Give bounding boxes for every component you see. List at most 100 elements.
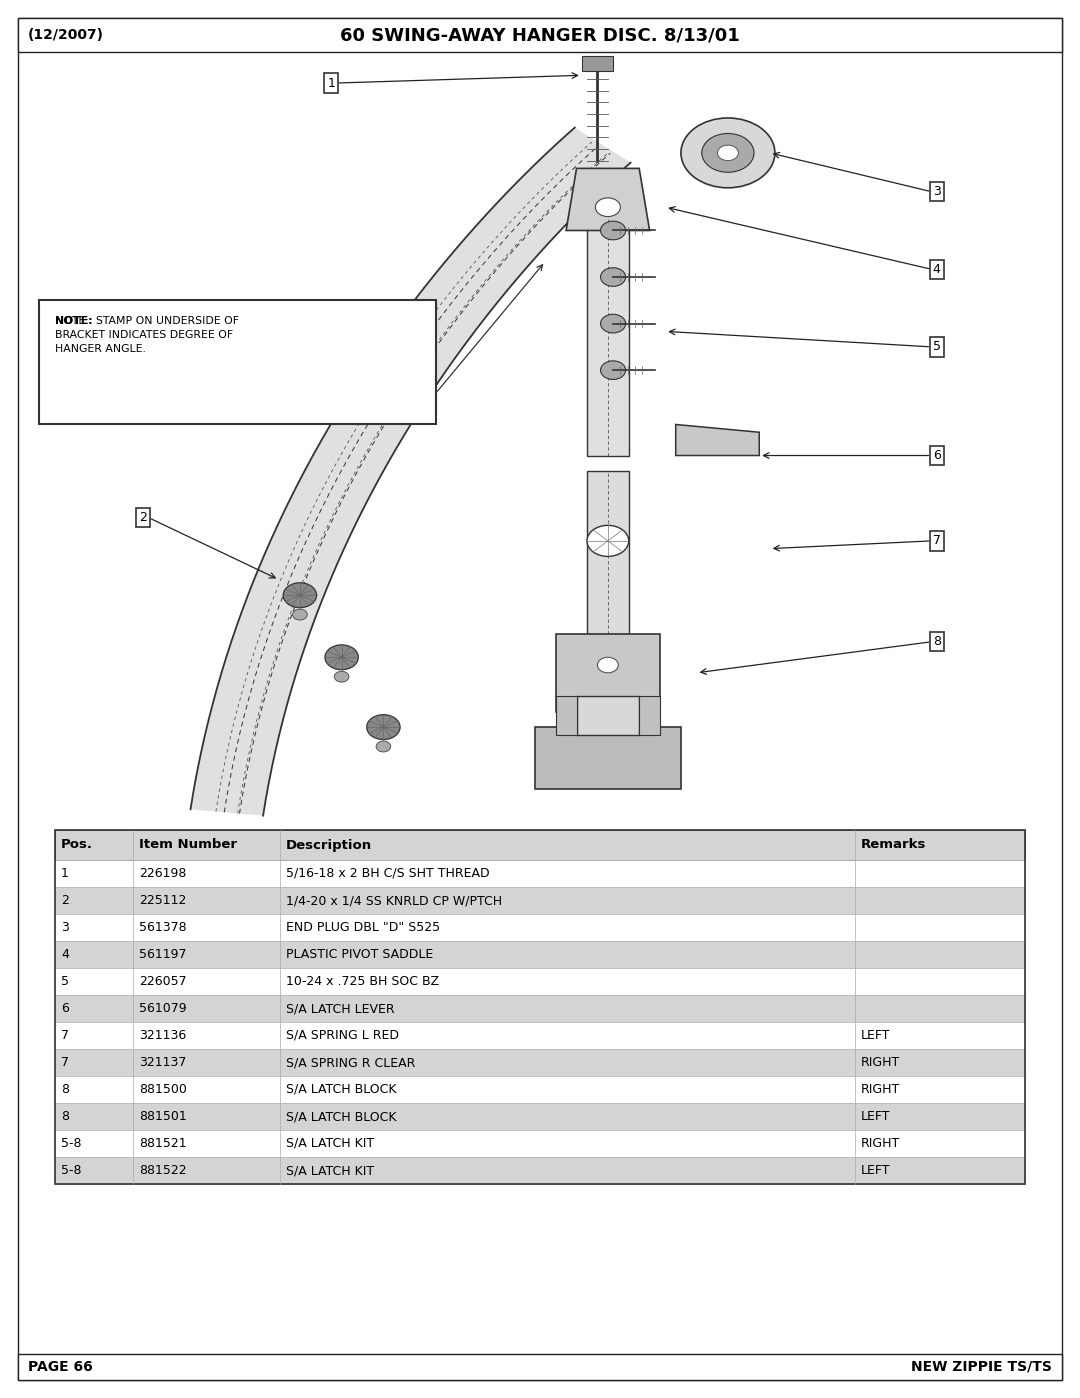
Bar bbox=[55, 914, 1025, 941]
Text: PLASTIC PIVOT SADDLE: PLASTIC PIVOT SADDLE bbox=[286, 948, 433, 960]
Text: S/A LATCH KIT: S/A LATCH KIT bbox=[286, 1165, 374, 1177]
Text: 60 SWING-AWAY HANGER DISC. 8/13/01: 60 SWING-AWAY HANGER DISC. 8/13/01 bbox=[340, 27, 740, 43]
Bar bbox=[555, 635, 660, 712]
Text: 226057: 226057 bbox=[139, 974, 187, 988]
Text: RIGHT: RIGHT bbox=[861, 1083, 901, 1096]
Text: 2: 2 bbox=[139, 512, 147, 524]
Text: NOTE:  STAMP ON UNDERSIDE OF
BRACKET INDICATES DEGREE OF
HANGER ANGLE.: NOTE: STAMP ON UNDERSIDE OF BRACKET INDI… bbox=[54, 316, 239, 354]
Text: PAGE 66: PAGE 66 bbox=[28, 1360, 93, 1374]
Text: 5-8: 5-8 bbox=[60, 1137, 81, 1151]
Bar bbox=[588, 207, 629, 456]
Polygon shape bbox=[566, 168, 650, 231]
Text: 561197: 561197 bbox=[139, 948, 187, 960]
Bar bbox=[577, 696, 639, 735]
Text: NOTE:: NOTE: bbox=[54, 316, 92, 326]
Circle shape bbox=[376, 741, 391, 752]
Text: 5: 5 bbox=[60, 974, 69, 988]
Text: 1/4-20 x 1/4 SS KNRLD CP W/PTCH: 1/4-20 x 1/4 SS KNRLD CP W/PTCH bbox=[286, 893, 502, 907]
Circle shape bbox=[283, 583, 316, 608]
Text: Item Number: Item Number bbox=[139, 839, 237, 851]
Text: LEFT: LEFT bbox=[861, 1029, 891, 1042]
Text: 8: 8 bbox=[60, 1110, 69, 1123]
Bar bbox=[55, 830, 1025, 860]
Text: RIGHT: RIGHT bbox=[861, 1055, 901, 1069]
Circle shape bbox=[325, 644, 359, 670]
Bar bbox=[55, 830, 1025, 1184]
Bar bbox=[55, 1048, 1025, 1076]
Text: 881500: 881500 bbox=[139, 1083, 187, 1096]
Text: 6: 6 bbox=[933, 449, 941, 461]
Text: 321136: 321136 bbox=[139, 1029, 186, 1042]
Bar bbox=[55, 1076, 1025, 1103]
Bar bbox=[55, 967, 1025, 995]
Text: 561079: 561079 bbox=[139, 1002, 187, 1015]
Bar bbox=[55, 1130, 1025, 1158]
Polygon shape bbox=[676, 425, 759, 456]
Bar bbox=[55, 995, 1025, 1022]
Text: LEFT: LEFT bbox=[861, 1110, 891, 1123]
Circle shape bbox=[600, 315, 625, 333]
Text: 4: 4 bbox=[933, 263, 941, 275]
Bar bbox=[55, 941, 1025, 967]
Text: 5/16-18 x 2 BH C/S SHT THREAD: 5/16-18 x 2 BH C/S SHT THREAD bbox=[286, 867, 489, 879]
Text: 226198: 226198 bbox=[139, 867, 187, 879]
Text: S/A LATCH BLOCK: S/A LATCH BLOCK bbox=[286, 1083, 396, 1096]
Circle shape bbox=[680, 117, 775, 187]
Text: 7: 7 bbox=[933, 534, 941, 548]
Bar bbox=[55, 1158, 1025, 1184]
Text: 881522: 881522 bbox=[139, 1165, 187, 1177]
Circle shape bbox=[595, 199, 620, 217]
Text: 881521: 881521 bbox=[139, 1137, 187, 1151]
Circle shape bbox=[293, 610, 307, 621]
Circle shape bbox=[600, 268, 625, 287]
Circle shape bbox=[597, 657, 619, 672]
Text: 7: 7 bbox=[60, 1029, 69, 1042]
Bar bbox=[39, 301, 435, 425]
Text: 881501: 881501 bbox=[139, 1110, 187, 1123]
Bar bbox=[18, 18, 1062, 52]
Text: 2: 2 bbox=[60, 893, 69, 907]
Circle shape bbox=[588, 526, 629, 556]
Bar bbox=[582, 56, 613, 71]
Text: S/A SPRING R CLEAR: S/A SPRING R CLEAR bbox=[286, 1055, 416, 1069]
Text: 1: 1 bbox=[60, 867, 69, 879]
Text: 3: 3 bbox=[933, 185, 941, 199]
Text: RIGHT: RIGHT bbox=[861, 1137, 901, 1151]
Text: 8: 8 bbox=[933, 635, 941, 649]
Text: 3: 3 bbox=[60, 921, 69, 934]
Circle shape bbox=[702, 133, 754, 172]
Text: S/A LATCH BLOCK: S/A LATCH BLOCK bbox=[286, 1110, 396, 1123]
Text: 321137: 321137 bbox=[139, 1055, 187, 1069]
Text: NEW ZIPPIE TS/TS: NEW ZIPPIE TS/TS bbox=[912, 1360, 1052, 1374]
Text: S/A LATCH LEVER: S/A LATCH LEVER bbox=[286, 1002, 394, 1015]
Bar bbox=[55, 1022, 1025, 1048]
Circle shape bbox=[335, 671, 349, 682]
Circle shape bbox=[367, 714, 400, 740]
Polygon shape bbox=[190, 127, 631, 815]
Text: 7: 7 bbox=[60, 1055, 69, 1069]
Bar bbox=[588, 471, 629, 635]
Text: 5: 5 bbox=[933, 340, 941, 354]
Circle shape bbox=[600, 221, 625, 240]
Text: Pos.: Pos. bbox=[60, 839, 93, 851]
Circle shape bbox=[600, 361, 625, 379]
Text: S/A SPRING L RED: S/A SPRING L RED bbox=[286, 1029, 399, 1042]
Text: S/A LATCH KIT: S/A LATCH KIT bbox=[286, 1137, 374, 1151]
Bar bbox=[639, 696, 660, 735]
Bar bbox=[18, 1355, 1062, 1380]
Text: 4: 4 bbox=[60, 948, 69, 960]
Text: 10-24 x .725 BH SOC BZ: 10-24 x .725 BH SOC BZ bbox=[286, 974, 440, 988]
Text: 8: 8 bbox=[60, 1083, 69, 1096]
Bar bbox=[55, 886, 1025, 914]
Text: LEFT: LEFT bbox=[861, 1165, 891, 1177]
Text: 5-8: 5-8 bbox=[60, 1165, 81, 1177]
Text: 1: 1 bbox=[327, 77, 335, 89]
Text: Description: Description bbox=[286, 839, 373, 851]
Bar bbox=[55, 1103, 1025, 1130]
Bar bbox=[555, 696, 577, 735]
Bar bbox=[55, 860, 1025, 886]
Text: 6: 6 bbox=[60, 1002, 69, 1015]
Text: 561378: 561378 bbox=[139, 921, 187, 934]
Text: (12/2007): (12/2007) bbox=[28, 28, 104, 42]
Text: Remarks: Remarks bbox=[861, 839, 927, 851]
